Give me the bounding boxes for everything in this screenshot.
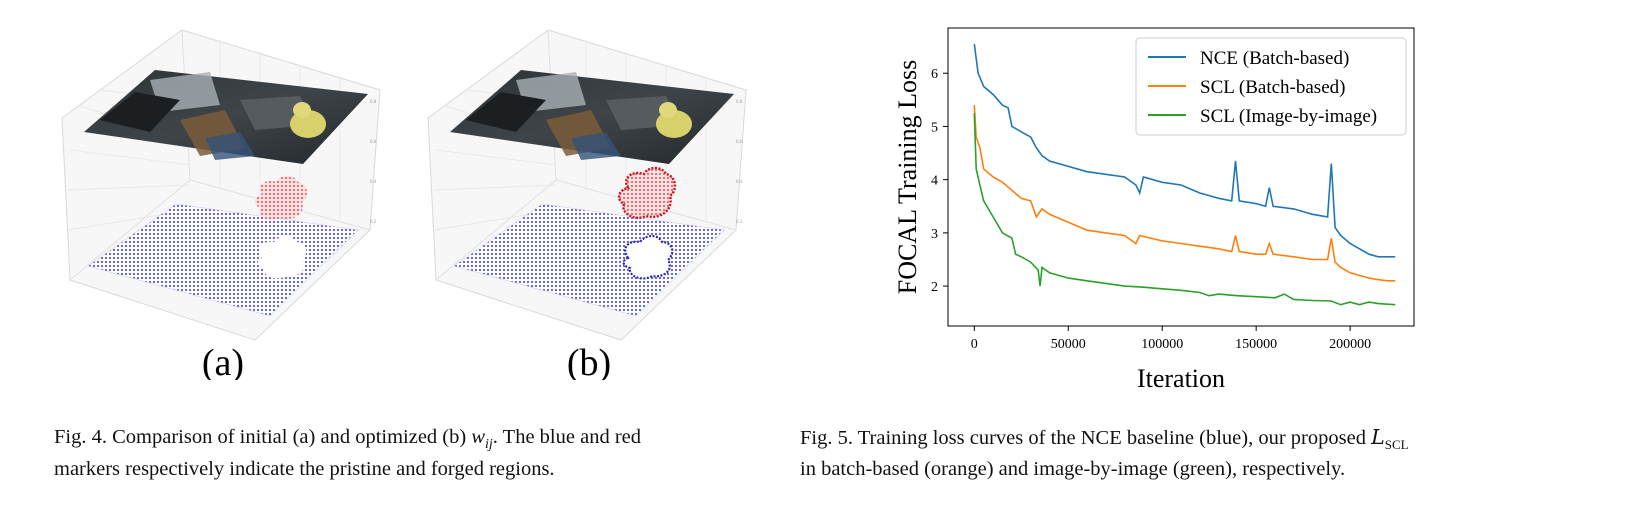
x-axis-ticks: 0 50000 100000 150000 200000 [971,326,1371,352]
x-tick-label: 100000 [1141,337,1183,352]
panel-a-3d-plot: 0.8 0.6 0.4 0.2 [61,29,381,341]
x-tick-label: 50000 [1051,337,1086,352]
y-tick-label: 4 [931,174,938,189]
y-tick-label: 5 [931,120,938,135]
y-tick-label: 3 [931,227,938,242]
fig5-caption-math-sub: SCL [1384,437,1409,453]
series-line-2 [973,113,1396,306]
svg-text:0.2: 0.2 [370,220,377,225]
svg-text:0.2: 0.2 [736,220,743,225]
legend-label-0: NCE (Batch-based) [1200,48,1349,69]
fig4-caption-math-sub: ij [485,437,493,453]
fig4-caption-prefix: Fig. 4. Comparison of initial (a) and op… [54,426,472,448]
y-tick-label: 2 [931,280,938,295]
fig5-caption-math: L [1371,425,1385,449]
y-axis-ticks: 2 3 4 5 6 [931,67,948,295]
panel-b-3d-plot: 0.8 0.6 0.4 0.2 [427,29,747,341]
fig5-caption-line2: in batch-based (orange) and image-by-ima… [800,458,1346,481]
legend-label-2: SCL (Image-by-image) [1200,106,1377,127]
x-tick-label: 200000 [1329,337,1371,352]
fig5-caption-line1-prefix: Fig. 5. Training loss curves of the NCE … [800,427,1372,449]
svg-text:0.4: 0.4 [370,180,377,185]
fig4-caption-line1-suffix: . The blue and red [492,426,641,448]
y-tick-label: 6 [931,67,938,82]
panel-a-label: (a) [202,342,244,380]
fig4-panels: 0.8 0.6 0.4 0.2 (a) 0.8 0.6 0.4 0.2 (b) [61,29,747,380]
x-tick-label: 150000 [1235,337,1277,352]
svg-text:0.6: 0.6 [370,140,377,145]
fig4-caption: Fig. 4. Comparison of initial (a) and op… [54,425,770,482]
legend-box [1135,37,1407,136]
svg-text:0.4: 0.4 [736,180,743,185]
svg-text:0.8: 0.8 [370,100,377,105]
fig5-caption: Fig. 5. Training loss curves of the NCE … [800,425,1520,482]
y-axis-label: FOCAL Training Loss [893,60,922,295]
chart-legend: NCE (Batch-based) SCL (Batch-based) SCL (I… [1135,37,1407,136]
fig4-caption-math: w [471,426,486,448]
svg-text:0.6: 0.6 [736,140,743,145]
x-axis-label: Iteration [1137,364,1225,393]
panel-b-label: (b) [567,342,611,380]
plot-lines [973,43,1396,306]
fig5-line-chart: 0 50000 100000 150000 200000 2 3 4 5 6 Iteration… [893,27,1415,393]
legend-label-1: SCL (Batch-based) [1200,77,1345,98]
svg-text:0.8: 0.8 [736,100,743,105]
x-tick-label: 0 [971,337,978,352]
series-line-1 [973,105,1396,282]
series-line-0 [973,43,1396,258]
fig4-caption-line2: markers respectively indicate the pristi… [54,458,555,481]
